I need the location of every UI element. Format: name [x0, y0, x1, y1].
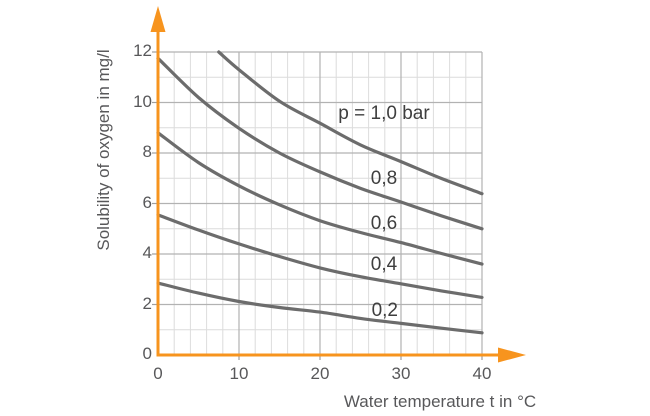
y-tick-label: 6 [142, 192, 152, 212]
y-axis-title: Solubility of oxygen in mg/l [94, 49, 113, 251]
y-tick-label: 0 [142, 344, 152, 363]
solubility-curves [156, 50, 484, 335]
curve-label-02: 0,2 [371, 300, 399, 322]
x-tick-label: 30 [391, 364, 411, 383]
y-axis-arrow-icon [150, 6, 166, 32]
y-tick-label: 8 [142, 142, 152, 161]
curve-label-04: 0,4 [370, 254, 398, 276]
curve-label-1: p = 1,0 bar [338, 102, 430, 124]
x-tick-label: 40 [472, 364, 492, 383]
curve-label-08: 0,8 [370, 168, 398, 189]
y-tick-label: 4 [142, 243, 152, 262]
curve-p1 [217, 50, 484, 196]
x-axis-title: Water temperature t in °C [343, 392, 537, 411]
axes [150, 6, 526, 363]
curve-p08 [156, 56, 484, 231]
x-axis-arrow-icon [498, 347, 526, 363]
x-tick-label: 10 [229, 364, 249, 383]
curve-p06 [156, 131, 484, 266]
x-tick-label: 0 [153, 364, 163, 383]
x-tick-label: 20 [310, 364, 330, 383]
curve-label-06: 0,6 [370, 212, 398, 234]
y-tick-label: 2 [142, 293, 152, 313]
y-tick-label: 10 [133, 91, 152, 111]
y-tick-label: 12 [133, 41, 152, 60]
curve-p02 [156, 281, 484, 335]
curve-p04 [156, 213, 484, 299]
